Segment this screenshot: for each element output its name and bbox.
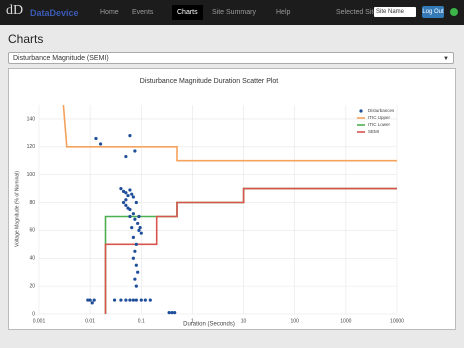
point: [138, 226, 142, 230]
line-series: [62, 104, 397, 162]
point: [124, 198, 128, 202]
brand-logo[interactable]: dD: [6, 3, 24, 18]
point: [137, 214, 141, 219]
y-tick-label: 120: [27, 144, 36, 150]
settings-icon[interactable]: [450, 8, 458, 16]
chart-title: Disturbance Magnitude Duration Scatter P…: [140, 78, 279, 85]
legend-marker: [359, 109, 363, 113]
site-label: Selected Site:: [336, 9, 380, 16]
point: [134, 200, 138, 205]
line-series: [104, 187, 397, 314]
y-tick-label: 40: [29, 256, 35, 262]
x-axis-label: Duration (Seconds): [183, 322, 235, 328]
point: [173, 311, 177, 315]
point: [139, 231, 143, 235]
point: [128, 298, 132, 302]
x-tick-label: 10: [241, 318, 247, 324]
caret: ▼: [443, 56, 449, 62]
y-axis-label: Voltage Magnitude (% of Nominal): [14, 171, 20, 247]
point: [136, 221, 140, 226]
point: [133, 277, 137, 281]
point: [121, 200, 126, 205]
y-tick-label: 140: [27, 116, 36, 122]
point: [124, 203, 128, 207]
nav-item[interactable]: Help: [276, 9, 291, 16]
legend-label: Disturbances: [368, 108, 395, 113]
navbar: dD DataDevice Selected Site: Site Name L…: [0, 0, 464, 25]
legend-label: ITIC Lower: [368, 122, 391, 127]
point: [133, 217, 137, 221]
point: [98, 142, 103, 146]
x-tick-label: 100: [291, 318, 300, 324]
point: [90, 301, 94, 305]
x-tick-label: 10000: [390, 318, 404, 324]
point: [112, 298, 117, 302]
point: [121, 189, 126, 193]
nav-item[interactable]: Charts: [172, 5, 203, 20]
y-tick-label: 80: [29, 200, 35, 206]
legend-label: ITIC Upper: [368, 115, 391, 120]
point: [137, 228, 141, 232]
point: [119, 298, 123, 302]
point: [133, 149, 137, 153]
point: [128, 188, 132, 192]
point: [124, 191, 128, 195]
point: [128, 134, 132, 138]
point: [134, 298, 138, 302]
point: [131, 195, 135, 199]
y-tick-label: 60: [29, 228, 35, 234]
point: [139, 298, 143, 302]
point: [92, 298, 96, 302]
point: [124, 298, 128, 302]
chart-select[interactable]: Disturbance Magnitude (SEMI) ▼: [8, 52, 454, 64]
point: [126, 193, 130, 198]
site-select[interactable]: Site Name: [374, 7, 416, 17]
point: [131, 235, 135, 239]
point: [134, 263, 138, 267]
point: [133, 249, 137, 253]
point: [143, 298, 147, 302]
point: [88, 298, 92, 302]
point: [134, 284, 138, 288]
line-series: [104, 187, 397, 314]
point: [94, 136, 98, 141]
nav-item[interactable]: Site Summary: [212, 9, 256, 16]
point: [130, 226, 134, 230]
logout-button[interactable]: Log Out: [422, 6, 444, 18]
x-tick-label: 0.01: [85, 318, 95, 324]
point: [128, 214, 132, 219]
brand-text[interactable]: DataDevice: [30, 8, 79, 18]
point: [136, 270, 140, 274]
page-heading: Charts: [8, 32, 44, 46]
nav-item[interactable]: Home: [100, 9, 119, 16]
point: [131, 212, 135, 216]
point: [124, 154, 128, 159]
chart: Disturbance Magnitude Duration Scatter P…: [8, 68, 456, 330]
point: [134, 242, 138, 246]
y-tick-label: 20: [29, 283, 35, 289]
point: [119, 187, 123, 191]
legend-label: SEMI: [368, 129, 379, 134]
point: [131, 298, 135, 302]
point: [126, 206, 130, 210]
point: [167, 311, 171, 315]
point: [130, 192, 134, 196]
point: [148, 298, 152, 302]
x-tick-label: 0.1: [138, 318, 145, 324]
x-tick-label: 0.001: [33, 318, 46, 324]
y-tick-label: 100: [27, 172, 36, 178]
x-tick-label: 1000: [340, 318, 351, 324]
x-tick-label: 1: [191, 318, 194, 324]
chart-select-value: Disturbance Magnitude (SEMI): [13, 55, 109, 62]
point: [170, 311, 174, 315]
y-tick-label: 0: [32, 311, 35, 317]
nav-item[interactable]: Events: [132, 9, 154, 16]
point: [86, 298, 90, 302]
point: [131, 256, 135, 260]
